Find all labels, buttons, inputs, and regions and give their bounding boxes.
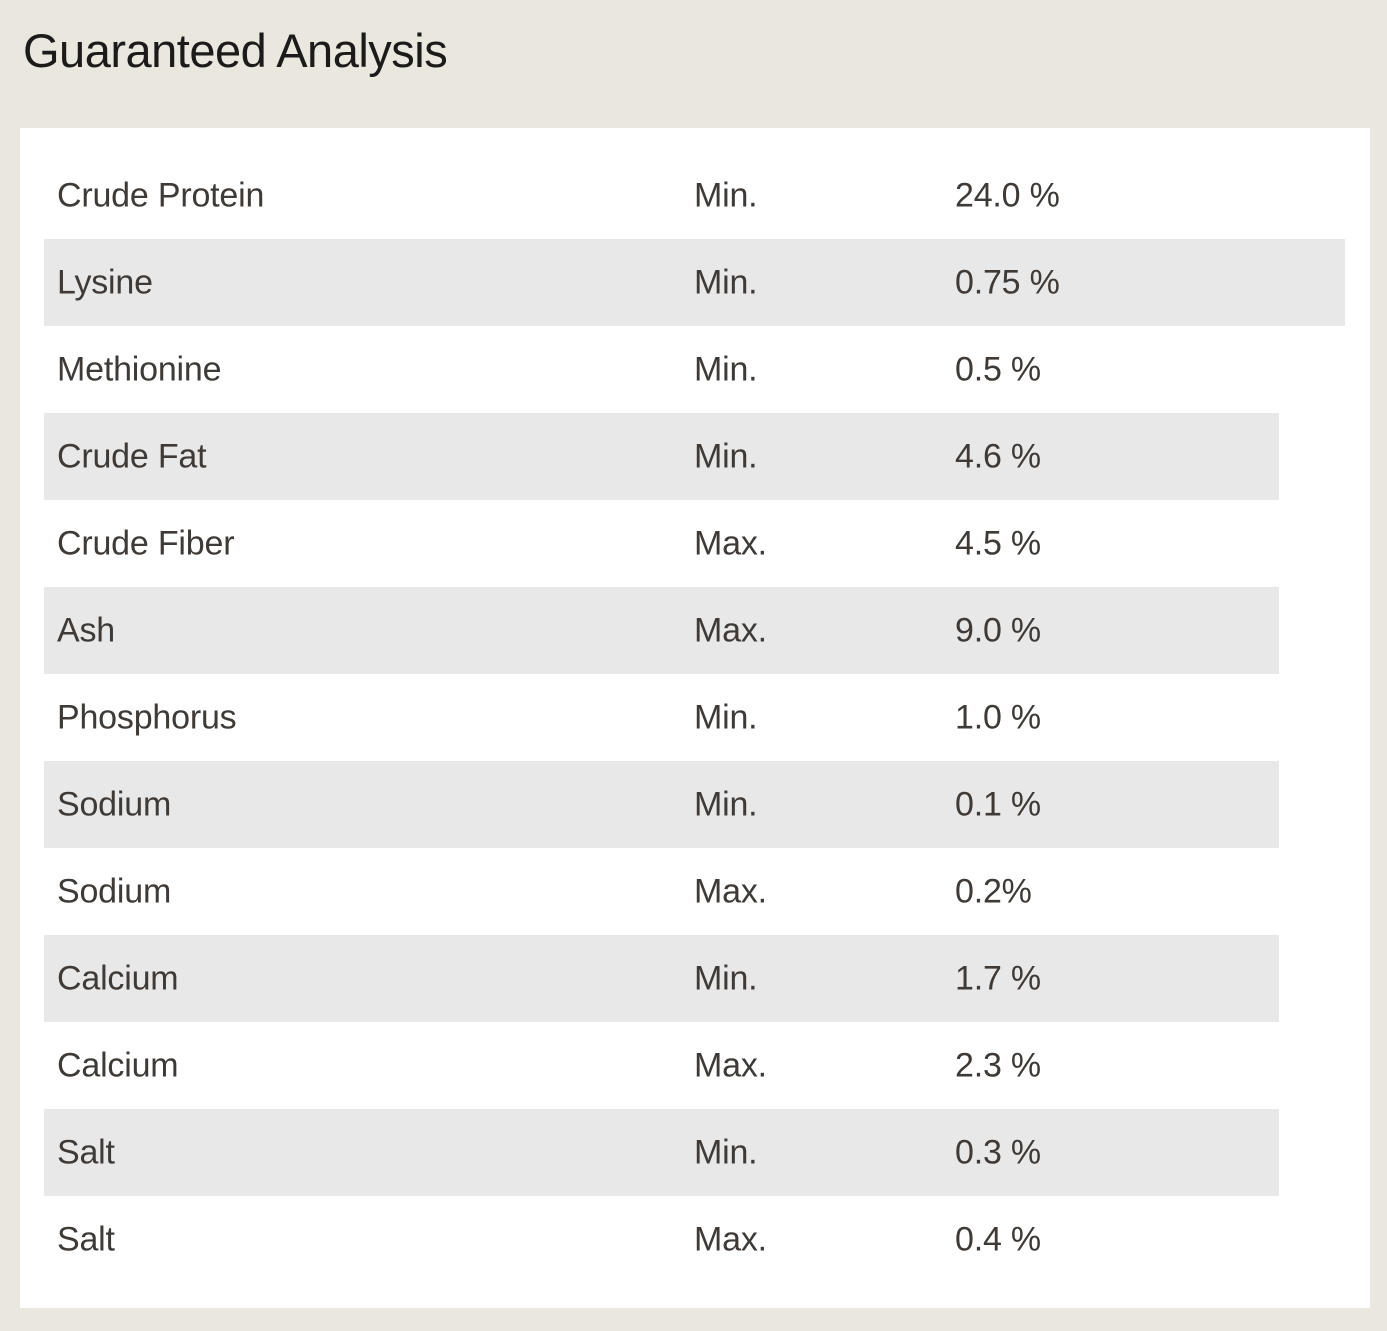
nutrient-value: 1.7 % xyxy=(955,959,1041,997)
section-title: Guaranteed Analysis xyxy=(23,24,448,77)
limit-type: Min. xyxy=(694,437,758,475)
nutrient-name: Crude Fat xyxy=(57,437,207,475)
table-row: Salt Min. 0.3 % xyxy=(44,1109,1279,1196)
limit-type: Min. xyxy=(694,959,758,997)
nutrient-value: 9.0 % xyxy=(955,611,1041,649)
limit-type: Min. xyxy=(694,350,758,388)
nutrient-name: Phosphorus xyxy=(57,698,237,736)
table-row: Methionine Min. 0.5 % xyxy=(44,326,1279,413)
limit-type: Max. xyxy=(694,611,767,649)
limit-type: Max. xyxy=(694,872,767,910)
nutrient-name: Methionine xyxy=(57,350,222,388)
nutrient-value: 0.1 % xyxy=(955,785,1041,823)
nutrient-value: 4.6 % xyxy=(955,437,1041,475)
nutrient-value: 24.0 % xyxy=(955,176,1060,214)
limit-type: Min. xyxy=(694,785,758,823)
nutrient-name: Sodium xyxy=(57,872,172,910)
limit-type: Min. xyxy=(694,263,758,301)
analysis-table: Crude Protein Min. 24.0 % Lysine Min. 0.… xyxy=(44,152,1345,1283)
nutrient-value: 0.3 % xyxy=(955,1133,1041,1171)
limit-type: Max. xyxy=(694,524,767,562)
table-row: Sodium Min. 0.1 % xyxy=(44,761,1279,848)
table-row: Calcium Min. 1.7 % xyxy=(44,935,1279,1022)
nutrient-name: Calcium xyxy=(57,959,179,997)
table-row: Salt Max. 0.4 % xyxy=(44,1196,1279,1283)
table-row: Calcium Max. 2.3 % xyxy=(44,1022,1279,1109)
table-row: Crude Fat Min. 4.6 % xyxy=(44,413,1279,500)
limit-type: Max. xyxy=(694,1046,767,1084)
nutrient-name: Crude Protein xyxy=(57,176,265,214)
limit-type: Min. xyxy=(694,176,758,214)
nutrient-value: 0.75 % xyxy=(955,263,1060,301)
nutrient-value: 0.2% xyxy=(955,872,1032,910)
table-row: Phosphorus Min. 1.0 % xyxy=(44,674,1279,761)
guaranteed-analysis-card: Crude Protein Min. 24.0 % Lysine Min. 0.… xyxy=(20,128,1370,1308)
nutrient-name: Ash xyxy=(57,611,115,649)
nutrient-name: Salt xyxy=(57,1133,115,1171)
table-row: Crude Fiber Max. 4.5 % xyxy=(44,500,1279,587)
nutrient-name: Lysine xyxy=(57,263,153,301)
limit-type: Max. xyxy=(694,1220,767,1258)
nutrient-value: 4.5 % xyxy=(955,524,1041,562)
table-row: Sodium Max. 0.2% xyxy=(44,848,1279,935)
nutrient-name: Crude Fiber xyxy=(57,524,235,562)
nutrient-value: 1.0 % xyxy=(955,698,1041,736)
table-row: Ash Max. 9.0 % xyxy=(44,587,1279,674)
table-row: Crude Protein Min. 24.0 % xyxy=(44,152,1279,239)
nutrient-value: 0.5 % xyxy=(955,350,1041,388)
limit-type: Min. xyxy=(694,1133,758,1171)
nutrient-value: 2.3 % xyxy=(955,1046,1041,1084)
nutrient-name: Calcium xyxy=(57,1046,179,1084)
nutrient-name: Salt xyxy=(57,1220,115,1258)
nutrient-value: 0.4 % xyxy=(955,1220,1041,1258)
nutrient-name: Sodium xyxy=(57,785,172,823)
table-row: Lysine Min. 0.75 % xyxy=(44,239,1345,326)
limit-type: Min. xyxy=(694,698,758,736)
